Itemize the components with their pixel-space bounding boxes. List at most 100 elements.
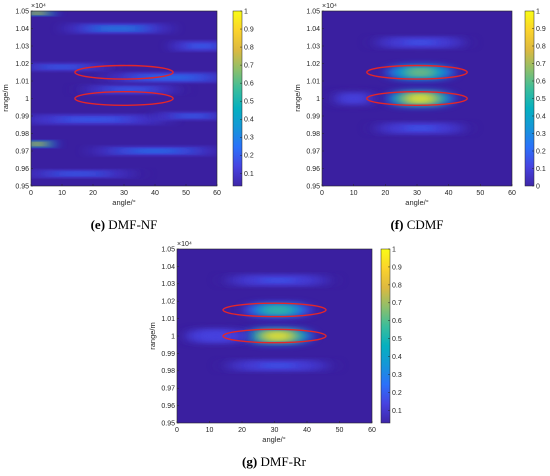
x-tick-label-g-0: 0: [175, 427, 179, 434]
x-axis-label-f: angle/°: [405, 198, 428, 207]
heat-peak-g-1-4: [266, 307, 290, 312]
colorbar-tick-label-e-8: 0.9: [244, 26, 254, 33]
x-tick-label-f-1: 10: [350, 190, 358, 197]
x-tick-label-g-4: 40: [303, 427, 311, 434]
x-tick-label-f-4: 40: [445, 190, 453, 197]
colorbar-ticks-f: 0 0.1 0.2 0.3 0.4 0.5 0.6 0.7 0.8 0.9 1: [532, 8, 546, 190]
y-tick-label-f-0: 0.95: [306, 183, 320, 190]
panel-g: 0 10 20 30 40 50 60 0.95 0.96 0.97 0.98 0.99 1 1.01 1…: [148, 241, 402, 469]
heat-peak-e-0-4: [31, 11, 45, 14]
colorbar-tick-label-f-4: 0.4: [536, 113, 546, 120]
panel-e: 0 10 20 30 40 50 60 0.95 0.96 0.97 0.98 0.99 1 1.01 1…: [1, 3, 254, 232]
y-tick-label-e-0: 0.95: [15, 183, 29, 190]
y-ticks-f: 0.95 0.96 0.97 0.98 0.99 1 1.01 1.02 1.03 1.04 1.0…: [306, 8, 324, 190]
x-axis-label-e: angle/°: [112, 198, 135, 207]
y-tick-label-e-2: 0.97: [15, 148, 29, 155]
y-axis-label-e: range/m: [1, 84, 10, 112]
y-tick-label-f-2: 0.97: [306, 148, 320, 155]
panel-f: 0 10 20 30 40 50 60 0.950.960.970.980.9911.011…: [293, 3, 546, 232]
y-tick-label-f-6: 1.01: [306, 78, 320, 85]
y-tick-label-g-0: 0.95: [161, 420, 175, 427]
x-tick-label-e-4: 40: [151, 190, 159, 197]
colorbar-tick-label-e-0: 0.1: [244, 171, 254, 178]
caption-letter-f: (f): [390, 217, 403, 232]
colorbar-ticks-g: 0.1 0.2 0.3 0.4 0.5 0.6 0.7 0.8 0.9 1: [388, 246, 402, 415]
x-ticks-f: 0 10 20 30 40 50 60: [320, 184, 516, 197]
y-tick-label-e-1: 0.96: [15, 166, 29, 173]
y-tick-label-e-9: 1.04: [15, 26, 29, 33]
heat-peak-e-7-4: [177, 115, 207, 117]
colorbar-g: [380, 248, 391, 424]
y-tick-label-e-6: 1.01: [15, 78, 29, 85]
caption-f: (f) CDMF: [390, 217, 443, 232]
colorbar-tick-label-e-4: 0.5: [244, 99, 254, 106]
y-axis-label-g: range/m: [148, 322, 157, 350]
x-tick-label-e-6: 60: [213, 190, 221, 197]
colorbar-tick-label-e-3: 0.4: [244, 117, 254, 124]
x-tick-label-g-5: 50: [336, 427, 344, 434]
colorbar-tick-label-g-8: 0.9: [392, 264, 402, 271]
heat-peak-f-1-4: [409, 70, 432, 75]
colorbar-tick-label-f-7: 0.7: [536, 61, 546, 68]
y-tick-label-e-10: 1.05: [15, 8, 29, 15]
colorbar-tick-label-f-6: 0.6: [536, 78, 546, 85]
colorbar-tick-label-g-0: 0.1: [392, 408, 402, 415]
colorbar-tick-label-g-9: 1: [392, 246, 396, 253]
x-tick-label-e-0: 0: [29, 190, 33, 197]
colorbar-tick-label-f-10: 1: [536, 8, 540, 15]
heat-peak-e-10-4: [111, 88, 149, 91]
heat-peak-f-2-4: [403, 41, 438, 44]
exponent-label-e: ×10⁴: [31, 3, 46, 10]
colorbar-tick-label-g-6: 0.7: [392, 300, 402, 307]
x-ticks-e: 0 10 20 30 40 50 60: [29, 184, 221, 197]
heat-peak-e-6-4: [55, 172, 100, 175]
y-ticks-e: 0.95 0.96 0.97 0.98 0.99 1 1.01 1.02 1.03 1.04 1.0…: [15, 8, 33, 190]
heat-peak-g-2-4: [258, 278, 297, 282]
x-tick-label-f-2: 20: [381, 190, 389, 197]
colorbar-tick-label-e-1: 0.2: [244, 153, 254, 160]
target-marker-ellipse-e-0: [74, 64, 174, 80]
x-tick-label-e-3: 30: [120, 190, 128, 197]
colorbar-tick-label-f-5: 0.5: [536, 96, 546, 103]
heat-peak-e-4-4: [67, 118, 119, 121]
x-tick-label-e-5: 50: [182, 190, 190, 197]
x-tick-label-e-1: 10: [58, 190, 66, 197]
colorbar-tick-label-g-3: 0.4: [392, 354, 402, 361]
heatmap-f: [322, 37, 478, 134]
colorbar-tick-label-g-4: 0.5: [392, 336, 402, 343]
caption-letter-e: (e): [91, 217, 105, 232]
y-tick-label-g-4: 0.99: [161, 351, 175, 358]
x-tick-label-f-0: 0: [320, 190, 324, 197]
x-axis-label-g: angle/°: [262, 435, 285, 444]
x-tick-label-g-1: 10: [206, 427, 214, 434]
heat-peak-g-3-4: [258, 364, 297, 367]
y-tick-label-e-4: 0.99: [15, 113, 29, 120]
y-tick-label-f-4: 0.99: [306, 113, 320, 120]
heat-peak-f-3-4: [403, 126, 438, 130]
colorbar-tick-label-e-5: 0.6: [244, 81, 254, 88]
colorbar-tick-label-f-8: 0.8: [536, 43, 546, 50]
heat-peak-e-9-4: [43, 66, 81, 68]
y-ticks-g: 0.95 0.96 0.97 0.98 0.99 1 1.01 1.02 1.03 1.04 1.0…: [161, 246, 179, 427]
y-tick-label-g-5: 1: [171, 333, 175, 340]
y-tick-label-f-10: 1.05: [306, 8, 320, 15]
y-tick-label-f-3: 0.98: [306, 131, 320, 138]
colorbar-tick-label-e-2: 0.3: [244, 135, 254, 142]
colorbar-tick-label-f-1: 0.1: [536, 166, 546, 173]
y-tick-label-g-6: 1.01: [161, 316, 175, 323]
x-tick-label-f-3: 30: [413, 190, 421, 197]
colorbar-tick-label-g-7: 0.8: [392, 282, 402, 289]
heat-peak-g-0-4: [266, 333, 290, 339]
x-tick-label-e-2: 20: [89, 190, 97, 197]
y-tick-label-f-9: 1.04: [306, 26, 320, 33]
y-tick-label-f-8: 1.03: [306, 43, 320, 50]
y-tick-label-f-7: 1.02: [306, 61, 320, 68]
markers-e: [74, 64, 174, 106]
heatmap-e: [31, 11, 217, 177]
y-tick-label-g-10: 1.05: [161, 246, 175, 253]
colorbar-tick-label-e-7: 0.8: [244, 44, 254, 51]
colorbar-ticks-e: 0.1 0.2 0.3 0.4 0.5 0.6 0.7 0.8 0.9 1: [240, 8, 254, 178]
colorbar-tick-label-f-2: 0.2: [536, 148, 546, 155]
target-marker-ellipse-f-0: [366, 64, 468, 80]
